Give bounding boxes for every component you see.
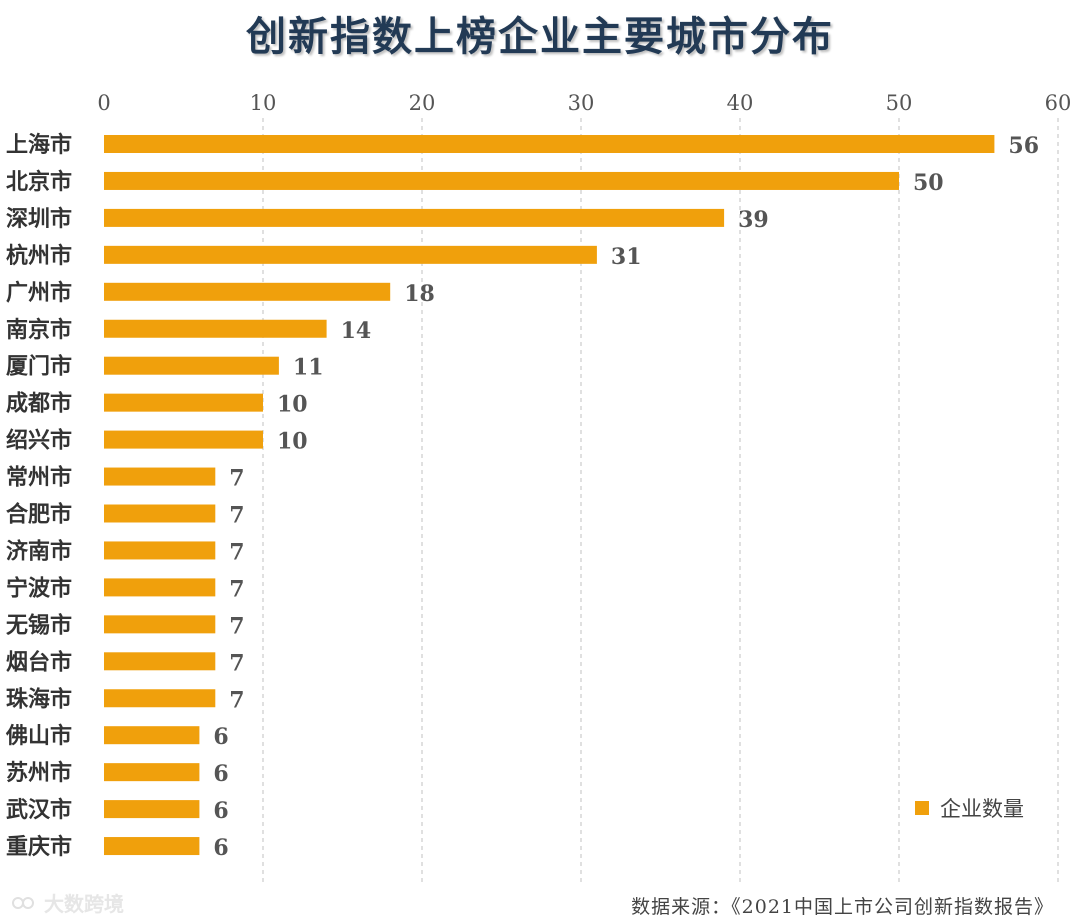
category-label: 深圳市 bbox=[6, 206, 72, 232]
x-tick-label: 0 bbox=[97, 91, 110, 115]
data-label: 7 bbox=[229, 539, 244, 565]
data-label: 10 bbox=[277, 392, 308, 418]
source-note: 数据来源：《2021中国上市公司创新指数报告》 bbox=[631, 896, 1054, 918]
category-label: 宁波市 bbox=[6, 575, 72, 601]
category-label: 烟台市 bbox=[6, 649, 72, 675]
legend: 企业数量 bbox=[915, 797, 1024, 821]
data-label: 7 bbox=[229, 613, 244, 639]
category-label: 佛山市 bbox=[5, 723, 72, 749]
data-label: 10 bbox=[277, 429, 308, 455]
bar bbox=[104, 689, 216, 708]
category-label: 厦门市 bbox=[6, 354, 72, 380]
category-label: 无锡市 bbox=[6, 612, 72, 638]
data-label: 7 bbox=[229, 503, 244, 529]
category-label: 南京市 bbox=[6, 317, 72, 343]
category-label: 北京市 bbox=[6, 169, 72, 195]
bar bbox=[104, 578, 216, 597]
category-labels: 上海市北京市深圳市杭州市广州市南京市厦门市成都市绍兴市常州市合肥市济南市宁波市无… bbox=[5, 132, 72, 860]
chart-title: 创新指数上榜企业主要城市分布 bbox=[246, 13, 834, 60]
bar bbox=[104, 541, 216, 560]
x-tick-label: 50 bbox=[886, 91, 913, 115]
bar bbox=[104, 467, 216, 486]
bar bbox=[104, 356, 279, 375]
bar bbox=[104, 430, 263, 449]
legend-label: 企业数量 bbox=[940, 797, 1024, 821]
x-tick-label: 20 bbox=[409, 91, 436, 115]
data-label: 18 bbox=[404, 281, 435, 307]
data-label: 7 bbox=[229, 576, 244, 602]
data-label: 7 bbox=[229, 466, 244, 492]
bar bbox=[104, 726, 200, 745]
data-label: 7 bbox=[229, 687, 244, 713]
data-label: 39 bbox=[738, 207, 769, 233]
bar bbox=[104, 319, 327, 338]
data-label: 50 bbox=[913, 170, 944, 196]
category-label: 广州市 bbox=[6, 280, 72, 306]
bar bbox=[104, 171, 899, 190]
data-label: 56 bbox=[1008, 133, 1039, 159]
category-label: 重庆市 bbox=[6, 834, 72, 860]
category-label: 苏州市 bbox=[6, 760, 72, 786]
data-label: 6 bbox=[213, 798, 228, 824]
watermark: 大数跨境 bbox=[12, 888, 124, 917]
data-label: 14 bbox=[341, 318, 372, 344]
watermark-text: 大数跨境 bbox=[44, 892, 124, 916]
bar bbox=[104, 800, 200, 819]
data-label: 6 bbox=[213, 761, 228, 787]
data-label: 11 bbox=[293, 355, 324, 381]
bar bbox=[104, 393, 263, 412]
data-label: 6 bbox=[213, 835, 228, 861]
bar bbox=[104, 652, 216, 671]
category-label: 合肥市 bbox=[6, 502, 72, 528]
x-tick-label: 60 bbox=[1045, 91, 1072, 115]
data-label: 31 bbox=[611, 244, 642, 270]
bar bbox=[104, 245, 597, 264]
brand-logo-icon bbox=[12, 896, 34, 909]
bar bbox=[104, 135, 995, 153]
category-label: 珠海市 bbox=[6, 686, 72, 712]
x-axis-ticks: 0 10 20 30 40 50 60 bbox=[97, 91, 1071, 115]
bar bbox=[104, 763, 200, 782]
x-tick-label: 30 bbox=[568, 91, 595, 115]
data-label: 6 bbox=[213, 724, 228, 750]
bar bbox=[104, 282, 391, 301]
x-tick-label: 40 bbox=[727, 91, 754, 115]
legend-swatch bbox=[915, 801, 929, 815]
x-tick-label: 10 bbox=[250, 91, 277, 115]
grid-lines bbox=[262, 118, 1059, 882]
category-label: 上海市 bbox=[6, 132, 72, 158]
bars bbox=[104, 135, 995, 856]
bar bbox=[104, 208, 725, 227]
category-label: 常州市 bbox=[6, 465, 72, 491]
bar bbox=[104, 615, 216, 634]
category-label: 济南市 bbox=[6, 538, 72, 564]
bar bbox=[104, 504, 216, 523]
category-label: 杭州市 bbox=[6, 243, 72, 269]
category-label: 武汉市 bbox=[6, 797, 72, 823]
bar bbox=[104, 837, 200, 856]
category-label: 成都市 bbox=[6, 391, 72, 417]
data-label: 7 bbox=[229, 650, 244, 676]
category-label: 绍兴市 bbox=[6, 428, 72, 454]
